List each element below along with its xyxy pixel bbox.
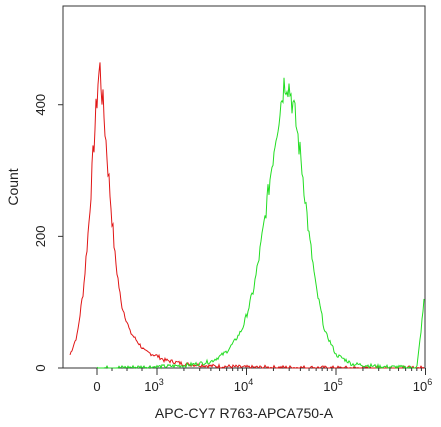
x-tick-exponent: 3: [159, 377, 164, 387]
x-tick-exponent: 6: [427, 377, 432, 387]
x-tick-base: 10: [234, 379, 248, 394]
y-tick-label: 200: [33, 226, 48, 248]
y-axis-ticks: 0 200 400: [33, 94, 63, 372]
x-tick-exponent: 5: [338, 377, 343, 387]
x-tick-base: 10: [144, 379, 158, 394]
x-tick-base: 0: [93, 379, 100, 394]
series-layer: [69, 62, 425, 370]
x-tick-label: 103: [144, 377, 163, 394]
x-axis-ticks: 0 103 104 105 106: [93, 368, 432, 394]
x-tick-exponent: 4: [248, 377, 253, 387]
x-tick-label: 105: [323, 377, 342, 394]
y-tick-label: 0: [33, 364, 48, 371]
series-line-1: [96, 77, 425, 370]
plot-frame: [62, 5, 426, 369]
x-tick-label: 0: [93, 379, 100, 394]
x-tick-label: 106: [413, 377, 432, 394]
y-axis-title: Count: [5, 168, 21, 205]
x-tick-base: 10: [413, 379, 427, 394]
x-axis-title: APC-CY7 R763-APCA750-A: [155, 405, 334, 421]
x-tick-label: 104: [234, 377, 253, 394]
series-line-0: [69, 62, 425, 370]
x-tick-base: 10: [323, 379, 337, 394]
y-tick-label: 400: [33, 94, 48, 116]
